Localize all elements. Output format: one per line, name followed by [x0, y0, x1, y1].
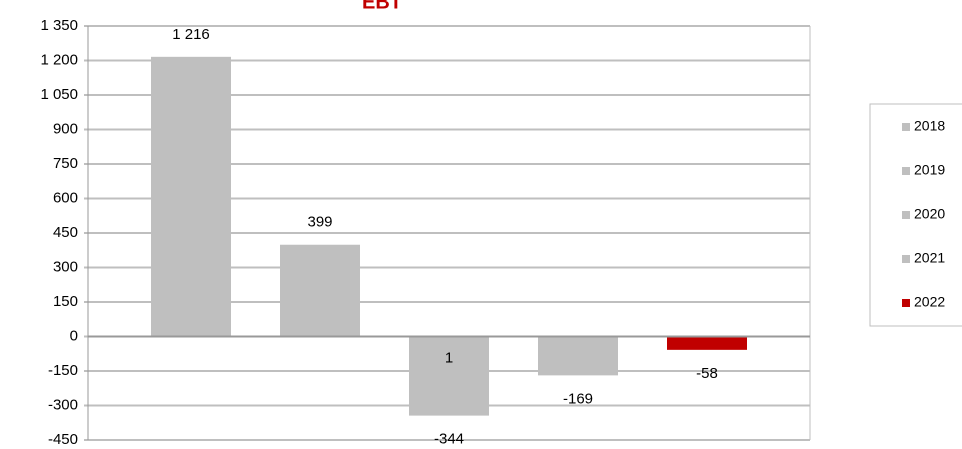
- bar: [667, 336, 747, 350]
- bar: [280, 244, 360, 337]
- y-tick-label: 1 050: [40, 86, 78, 103]
- data-label: 1 216: [172, 26, 210, 43]
- y-tick-label: -450: [48, 431, 78, 448]
- data-label: -169: [563, 390, 593, 407]
- chart-title: EBT: [362, 0, 402, 13]
- legend-swatch: [902, 167, 910, 175]
- data-label: -58: [696, 365, 718, 382]
- legend-label: 2021: [914, 250, 945, 266]
- y-tick-label: 300: [53, 258, 78, 275]
- legend-swatch: [902, 123, 910, 131]
- annotation: 1: [445, 349, 453, 366]
- legend-label: 2022: [914, 294, 945, 310]
- y-tick-label: 600: [53, 189, 78, 206]
- legend-label: 2018: [914, 118, 945, 134]
- y-tick-label: -300: [48, 396, 78, 413]
- legend-box: [869, 103, 962, 327]
- legend-swatch: [902, 299, 910, 307]
- y-tick-label: 450: [53, 224, 78, 241]
- y-tick-label: 1 200: [40, 51, 78, 68]
- legend-swatch: [902, 255, 910, 263]
- bar: [538, 336, 618, 376]
- y-tick-label: 150: [53, 293, 78, 310]
- data-label: -344: [434, 431, 464, 448]
- bar: [409, 336, 489, 416]
- y-tick-label: 0: [70, 327, 78, 344]
- y-tick-label: -150: [48, 362, 78, 379]
- bar: [151, 56, 231, 337]
- y-tick-label: 900: [53, 120, 78, 137]
- legend-label: 2020: [914, 206, 945, 222]
- data-label: 399: [307, 214, 332, 231]
- y-tick-label: 750: [53, 155, 78, 172]
- y-tick-label: 1 350: [40, 17, 78, 34]
- legend-swatch: [902, 211, 910, 219]
- legend-label: 2019: [914, 162, 945, 178]
